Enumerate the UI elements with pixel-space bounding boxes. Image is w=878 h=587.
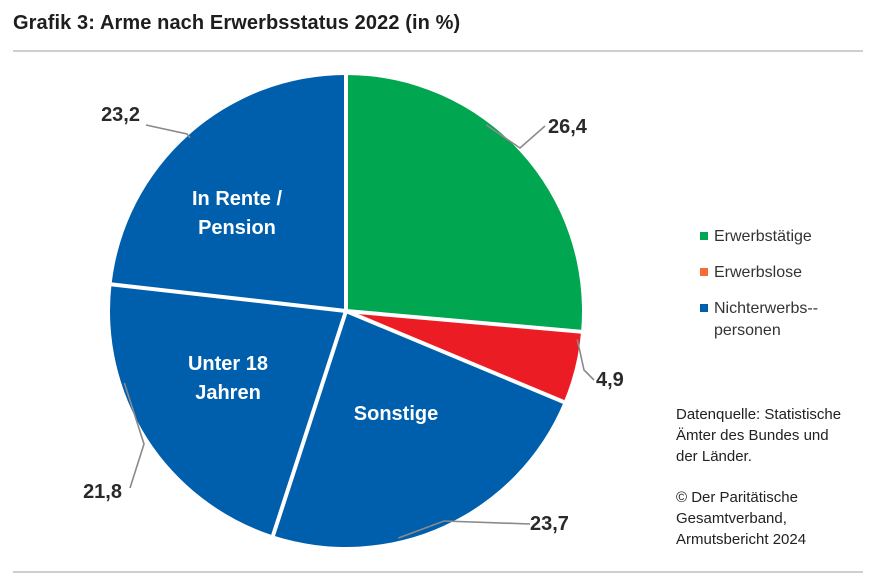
slice-inner-label-line: Sonstige	[354, 403, 438, 425]
legend: Erwerbstätige Erwerbslose Nichterwerbs-­…	[700, 226, 864, 356]
slice-inner-label-line: Jahren	[195, 382, 261, 404]
slice-separator	[110, 282, 347, 313]
source-line: Datenquelle: Statistische	[676, 406, 842, 423]
legend-swatch-erwerbslose	[700, 268, 708, 276]
slice-inner-label: Sonstige	[354, 403, 438, 425]
leader-line	[123, 382, 145, 489]
slice-separator	[270, 310, 348, 538]
chart-title: Grafik 3: Arme nach Erwerbsstatus 2022 (…	[13, 12, 461, 34]
source-note: Datenquelle: Statistische Ämter des Bund…	[676, 404, 876, 550]
source-line: der Länder.	[676, 448, 752, 465]
slice-inner-label-line: Unter 18	[188, 353, 268, 375]
leader-line	[576, 339, 595, 381]
leader-line	[398, 520, 531, 539]
slice-separator	[345, 309, 583, 334]
bottom-divider	[13, 571, 863, 573]
pie-slice	[110, 284, 347, 536]
top-divider	[13, 50, 863, 52]
pie-slice	[111, 75, 346, 311]
slice-inner-label: In Rente / Pension	[192, 188, 282, 239]
legend-label-erwerbslose: Erwerbslose	[714, 264, 803, 281]
value-label: 23,7	[530, 513, 569, 535]
slice-inner-label-line: In Rente /	[192, 188, 282, 210]
leader-line	[145, 124, 191, 139]
legend-swatch-nichterwerbspersonen	[700, 304, 708, 312]
value-label: 21,8	[83, 481, 122, 503]
copyright-line: Armutsbericht 2024	[676, 531, 807, 548]
value-label: 4,9	[596, 369, 624, 391]
value-label: 23,2	[101, 104, 140, 126]
slice-inner-label: Unter 18 Jahren	[188, 353, 268, 404]
source-line: Ämter des Bundes und	[676, 427, 829, 444]
legend-item-nichterwerbspersonen: Nichterwerbs-­personen	[700, 298, 864, 342]
legend-label-erwerbstaetige: Erwerbstätige	[714, 228, 812, 245]
legend-label-nichterwerbspersonen: Nichterwerbs-­personen	[714, 300, 819, 339]
pie-slice	[346, 75, 583, 332]
slice-separator	[345, 309, 566, 405]
copyright-line: © Der Paritätische	[676, 489, 798, 506]
slice-inner-label-line: Pension	[198, 217, 276, 239]
copyright-line: Gesamtverband,	[676, 510, 787, 527]
legend-item-erwerbslose: Erwerbslose	[700, 262, 864, 284]
pie-slice	[273, 311, 564, 548]
value-label: 26,4	[548, 116, 588, 138]
legend-swatch-erwerbstaetige	[700, 232, 708, 240]
legend-item-erwerbstaetige: Erwerbstätige	[700, 226, 864, 248]
leader-line	[485, 124, 546, 150]
